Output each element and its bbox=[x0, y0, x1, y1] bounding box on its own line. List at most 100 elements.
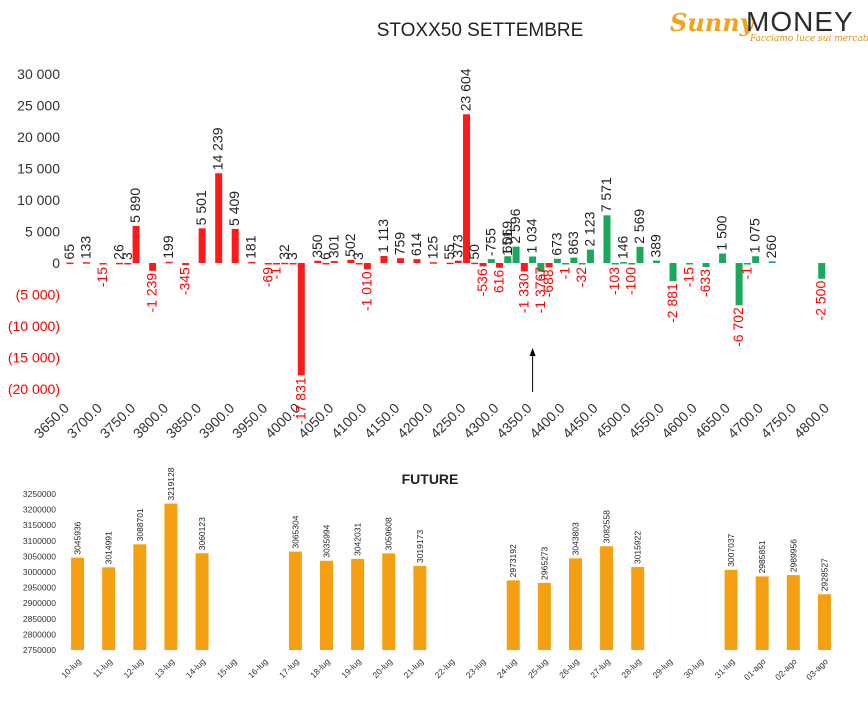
data-label: -103 bbox=[606, 267, 622, 295]
data-label: -6 702 bbox=[730, 307, 746, 347]
data-label: 3007037 bbox=[726, 533, 736, 566]
x-tick-label: 3650.0 bbox=[31, 400, 73, 442]
x-tick-label: 17-lug bbox=[277, 656, 301, 680]
bar bbox=[529, 256, 537, 263]
x-tick-label: 3950.0 bbox=[229, 400, 271, 442]
data-label: 55 bbox=[441, 244, 457, 260]
data-label: 6 bbox=[317, 252, 333, 260]
bar bbox=[351, 558, 365, 650]
chart-title-stoxx: STOXX50 SETTEMBRE bbox=[377, 20, 584, 41]
bar bbox=[463, 114, 471, 263]
data-label: 199 bbox=[160, 235, 176, 259]
bar bbox=[322, 262, 330, 265]
bar bbox=[818, 263, 826, 279]
bar bbox=[99, 263, 107, 265]
bar bbox=[248, 261, 256, 264]
future-chart: 3250000 3200000 3150000 3100000 3050000 30000… bbox=[23, 467, 831, 682]
x-tick-label: 11-lug bbox=[91, 656, 115, 680]
bar bbox=[537, 263, 545, 272]
bar bbox=[586, 249, 594, 263]
x-tick-label: 12-lug bbox=[121, 656, 145, 680]
bar bbox=[264, 263, 272, 265]
bar bbox=[636, 246, 644, 263]
data-label: 759 bbox=[391, 232, 407, 256]
bar bbox=[124, 262, 132, 265]
data-label: 2989956 bbox=[788, 539, 798, 572]
y-tick-label: 30 000 bbox=[17, 66, 60, 82]
bar bbox=[496, 263, 504, 268]
data-label: 673 bbox=[548, 232, 564, 256]
y-tick-label: 20 000 bbox=[17, 129, 60, 145]
bar bbox=[653, 260, 661, 263]
y-tick-label: 3000000 bbox=[23, 567, 56, 577]
x-tick-label: 20-lug bbox=[370, 656, 394, 680]
y-tick-label: 0 bbox=[52, 255, 60, 271]
chart-title-future: FUTURE bbox=[402, 471, 459, 487]
data-label: -15 bbox=[94, 267, 110, 287]
data-label: 5 501 bbox=[193, 190, 209, 225]
data-label: 2 596 bbox=[507, 208, 523, 243]
x-tick-label: 4450.0 bbox=[559, 400, 601, 442]
bar bbox=[231, 228, 239, 263]
x-tick-label: 4150.0 bbox=[361, 400, 403, 442]
y-tick-label: 3200000 bbox=[23, 505, 56, 515]
data-label: 146 bbox=[614, 236, 630, 260]
bar bbox=[382, 553, 396, 650]
bar bbox=[215, 173, 223, 263]
x-tick-label: 26-lug bbox=[557, 656, 581, 680]
data-label: 863 bbox=[565, 231, 581, 255]
x-tick-label: 4400.0 bbox=[526, 400, 568, 442]
bar bbox=[724, 569, 738, 650]
data-label: 3082558 bbox=[602, 510, 612, 543]
y-tick-label: 2900000 bbox=[23, 598, 56, 608]
data-label: 2 569 bbox=[631, 209, 647, 244]
x-tick-label: 4200.0 bbox=[394, 400, 436, 442]
bar bbox=[479, 263, 487, 267]
x-tick-label: 27-lug bbox=[588, 656, 612, 680]
y-tick-label: 5 000 bbox=[25, 224, 60, 240]
y-tick-label: 2800000 bbox=[23, 629, 56, 639]
bar bbox=[116, 262, 124, 265]
data-label: 14 239 bbox=[210, 127, 226, 170]
bar bbox=[631, 567, 645, 650]
data-label: 50 bbox=[466, 244, 482, 260]
bar bbox=[164, 503, 178, 650]
bar bbox=[743, 263, 751, 265]
data-label: 614 bbox=[408, 233, 424, 257]
bar bbox=[429, 262, 437, 264]
logo-sunny: Sunny bbox=[670, 8, 754, 37]
x-tick-label: 18-lug bbox=[308, 656, 332, 680]
bar bbox=[273, 263, 281, 265]
x-tick-label: 03-ago bbox=[804, 656, 830, 682]
bar bbox=[288, 551, 302, 650]
bar bbox=[297, 263, 305, 376]
x-tick-label: 01-ago bbox=[742, 656, 768, 682]
data-label: 23 604 bbox=[458, 68, 474, 111]
x-tick-label: 15-lug bbox=[215, 656, 239, 680]
data-label: -1 376 bbox=[532, 273, 548, 313]
bar bbox=[487, 259, 495, 263]
bar bbox=[182, 263, 190, 266]
data-label: 1 069 bbox=[499, 221, 515, 256]
x-tick-label: 3750.0 bbox=[97, 400, 139, 442]
data-label: 3 bbox=[284, 252, 300, 260]
data-label: 651 bbox=[499, 230, 515, 254]
x-tick-label: 4250.0 bbox=[427, 400, 469, 442]
x-tick-label: 24-lug bbox=[495, 656, 519, 680]
bar bbox=[545, 263, 553, 268]
bar bbox=[578, 263, 586, 265]
bar bbox=[752, 256, 760, 263]
data-label: 3065304 bbox=[290, 515, 300, 548]
bar bbox=[628, 263, 636, 265]
data-label: 133 bbox=[78, 236, 94, 260]
annotation-arrowhead bbox=[529, 348, 536, 356]
logo-tagline: Facciamo luce sui mercati bbox=[750, 34, 868, 44]
data-label: 2965273 bbox=[539, 546, 549, 579]
data-label: -100 bbox=[623, 267, 639, 295]
data-label: 65 bbox=[61, 244, 77, 260]
data-label: 373 bbox=[449, 234, 465, 258]
data-label: 2985851 bbox=[757, 540, 767, 573]
bar bbox=[454, 260, 462, 263]
bar bbox=[719, 253, 727, 263]
